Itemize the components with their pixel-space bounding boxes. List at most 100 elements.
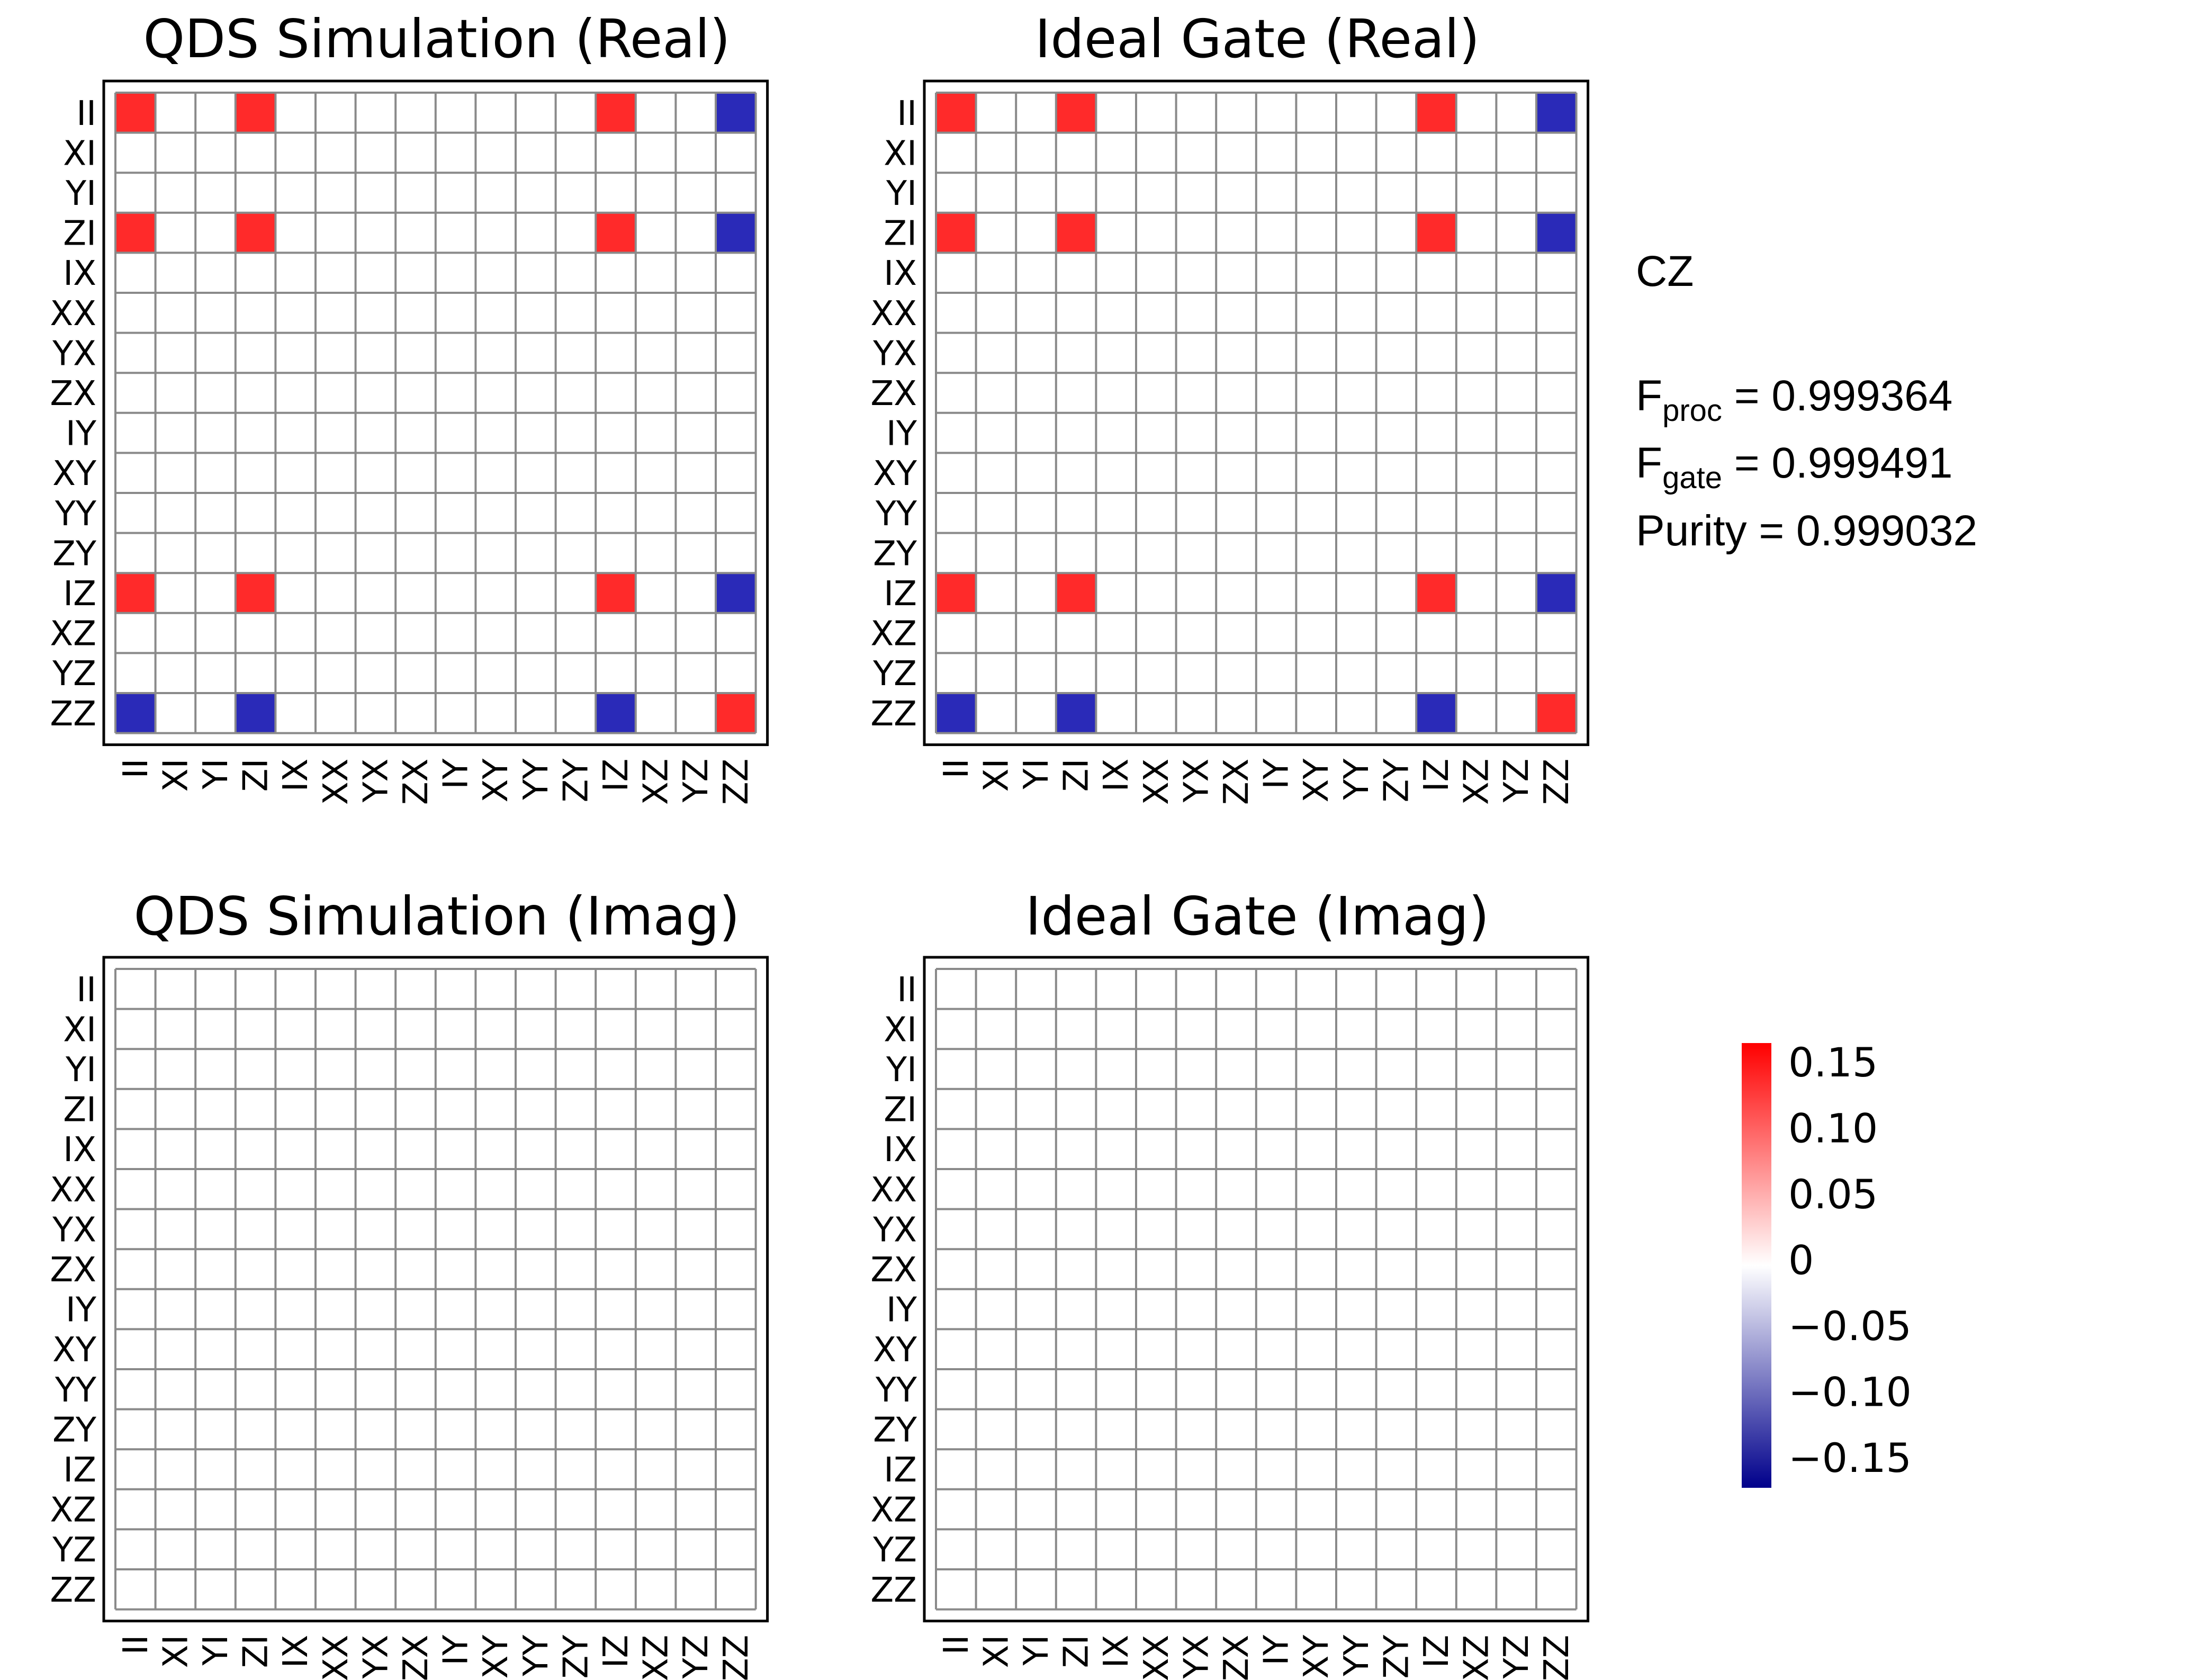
col-tick-label: YZ [1497, 1635, 1536, 1679]
col-tick-label: XY [1297, 1634, 1336, 1679]
col-tick-label: YZ [1497, 759, 1536, 803]
col-tick-label: XY [476, 758, 516, 803]
panel-title: Ideal Gate (Real) [1035, 8, 1480, 70]
col-tick-label: XI [156, 1635, 195, 1668]
heatmap-cell [596, 93, 636, 133]
col-tick-label: XX [317, 1635, 356, 1680]
row-tick-label: IY [66, 415, 97, 454]
row-tick-label: YZ [872, 654, 917, 694]
row-tick-label: IY [66, 1291, 97, 1330]
heatmap-cell [1536, 573, 1577, 613]
row-tick-label: IY [886, 415, 917, 454]
col-tick-label: XY [1297, 758, 1336, 803]
row-tick-label: XY [873, 454, 917, 493]
row-tick-label: ZY [52, 1411, 97, 1450]
col-tick-label: ZZ [717, 1635, 756, 1680]
fproc-line: Fproc = 0.999364 [1636, 372, 1952, 428]
row-tick-label: ZZ [50, 695, 96, 734]
col-tick-label: YX [1177, 759, 1216, 803]
fgate-line: Fgate = 0.999491 [1636, 439, 1952, 495]
row-tick-label: YZ [52, 1531, 96, 1570]
heatmap-ideal-imag: Ideal Gate (Imag)IIXIYIZIIXXXYXZXIYXYYYZ… [870, 885, 1590, 1680]
col-tick-label: YY [517, 1634, 556, 1677]
heatmap-cell [1416, 573, 1456, 613]
col-tick-label: IX [276, 759, 316, 792]
heatmap-cell [1056, 693, 1096, 733]
heatmap-qds-real: QDS Simulation (Real)IIXIYIZIIXXXYXZXIYX… [50, 8, 769, 805]
row-tick-label: IX [63, 254, 96, 293]
heatmap-cell [596, 573, 636, 613]
row-tick-label: YI [65, 174, 96, 213]
row-tick-label: XZ [870, 615, 917, 654]
col-tick-label: XI [977, 1635, 1016, 1668]
col-tick-label: XZ [1457, 1635, 1497, 1680]
row-tick-label: II [76, 94, 96, 133]
heatmap-cell [596, 693, 636, 733]
row-tick-label: XI [63, 134, 96, 173]
row-tick-label: YI [886, 174, 917, 213]
heatmap-cell [235, 93, 276, 133]
row-tick-label: IZ [63, 1451, 96, 1490]
col-tick-label: XZ [1457, 759, 1497, 805]
row-tick-label: YY [875, 495, 917, 534]
purity-line: Purity = 0.999032 [1636, 507, 1977, 555]
heatmap-cell [1536, 212, 1577, 253]
row-tick-label: XI [63, 1010, 96, 1049]
row-tick-label: XZ [50, 1491, 96, 1530]
panel-title: QDS Simulation (Real) [143, 8, 730, 70]
col-tick-label: ZY [1377, 1634, 1416, 1679]
row-tick-label: YX [872, 1210, 917, 1250]
col-tick-label: II [116, 759, 156, 779]
col-tick-label: II [116, 1635, 156, 1655]
heatmap-cell [716, 693, 756, 733]
heatmap-ideal-real: Ideal Gate (Real)IIXIYIZIIXXXYXZXIYXYYYZ… [870, 8, 1590, 805]
colorbar-tick-label: −0.15 [1788, 1434, 1912, 1481]
col-tick-label: IX [276, 1635, 316, 1668]
row-tick-label: YY [875, 1371, 917, 1410]
heatmap-cell [1416, 693, 1456, 733]
col-tick-label: ZX [397, 759, 436, 805]
col-tick-label: ZI [237, 759, 276, 792]
col-tick-label: XX [1137, 759, 1176, 805]
col-tick-label: ZZ [1537, 1635, 1577, 1680]
heatmap-cell [115, 93, 156, 133]
col-tick-label: ZI [1057, 759, 1096, 792]
row-tick-label: IX [63, 1130, 96, 1170]
col-tick-label: YZ [677, 759, 716, 803]
col-tick-label: IZ [1417, 1635, 1456, 1668]
heatmap-cell [716, 573, 756, 613]
colorbar-ticks: 0.15 0.10 0.05 0 −0.05 −0.10 −0.15 [1788, 1039, 1912, 1481]
heatmap-cell [1056, 212, 1096, 253]
gate-name: CZ [1636, 247, 1694, 295]
heatmap-cell [1536, 93, 1577, 133]
col-tick-label: YY [1337, 758, 1376, 801]
row-tick-label: ZZ [870, 1571, 917, 1610]
heatmap-cell [115, 573, 156, 613]
col-tick-label: IX [1097, 1635, 1136, 1668]
col-tick-label: XZ [637, 759, 676, 805]
heatmap-cell [596, 212, 636, 253]
col-tick-label: ZX [1217, 1635, 1256, 1680]
row-tick-label: IZ [63, 574, 96, 614]
col-tick-label: IZ [597, 759, 636, 792]
col-tick-label: ZY [1377, 758, 1416, 803]
row-tick-label: XX [50, 1171, 96, 1210]
row-tick-label: YZ [872, 1531, 917, 1570]
colorbar-tick-label: 0.15 [1788, 1039, 1878, 1086]
heatmap-cell [115, 693, 156, 733]
heatmap-cell [235, 212, 276, 253]
col-tick-label: IX [1097, 759, 1136, 792]
panel-title: Ideal Gate (Imag) [1025, 885, 1489, 947]
row-tick-label: IX [884, 1130, 917, 1170]
col-tick-label: XY [476, 1634, 516, 1679]
row-tick-label: YY [55, 495, 97, 534]
col-tick-label: ZY [556, 758, 596, 803]
row-tick-label: ZX [870, 1251, 917, 1290]
row-tick-label: ZY [873, 534, 917, 573]
col-tick-label: ZY [556, 1634, 596, 1679]
heatmap-cell [235, 573, 276, 613]
row-tick-label: ZY [873, 1411, 917, 1450]
row-tick-label: IZ [884, 1451, 917, 1490]
row-tick-label: ZY [52, 534, 97, 573]
